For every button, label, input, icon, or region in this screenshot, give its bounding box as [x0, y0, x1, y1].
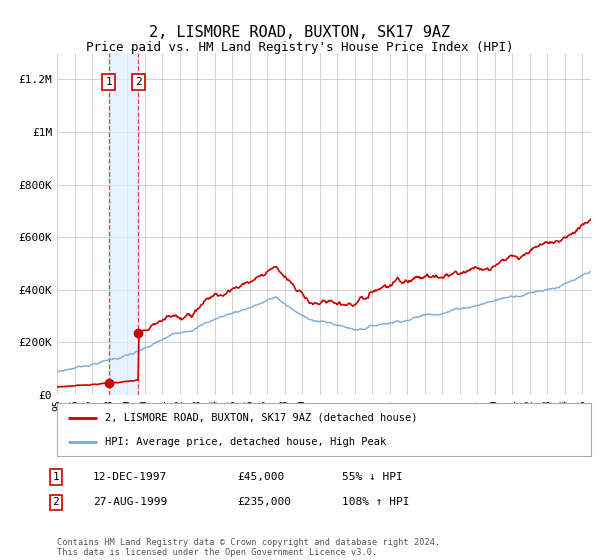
- Text: Contains HM Land Registry data © Crown copyright and database right 2024.
This d: Contains HM Land Registry data © Crown c…: [57, 538, 440, 557]
- Text: HPI: Average price, detached house, High Peak: HPI: Average price, detached house, High…: [105, 437, 386, 447]
- Text: £235,000: £235,000: [237, 497, 291, 507]
- Text: 1: 1: [105, 77, 112, 87]
- Text: £45,000: £45,000: [237, 472, 284, 482]
- Text: 1: 1: [52, 472, 59, 482]
- Bar: [109, 53, 139, 395]
- Text: 2, LISMORE ROAD, BUXTON, SK17 9AZ (detached house): 2, LISMORE ROAD, BUXTON, SK17 9AZ (detac…: [105, 413, 418, 423]
- Text: 108% ↑ HPI: 108% ↑ HPI: [342, 497, 409, 507]
- Text: Price paid vs. HM Land Registry's House Price Index (HPI): Price paid vs. HM Land Registry's House …: [86, 41, 514, 54]
- Text: 2: 2: [52, 497, 59, 507]
- Text: 12-DEC-1997: 12-DEC-1997: [93, 472, 167, 482]
- Text: 2: 2: [135, 77, 142, 87]
- Text: 2, LISMORE ROAD, BUXTON, SK17 9AZ: 2, LISMORE ROAD, BUXTON, SK17 9AZ: [149, 25, 451, 40]
- Text: 27-AUG-1999: 27-AUG-1999: [93, 497, 167, 507]
- Text: 55% ↓ HPI: 55% ↓ HPI: [342, 472, 403, 482]
